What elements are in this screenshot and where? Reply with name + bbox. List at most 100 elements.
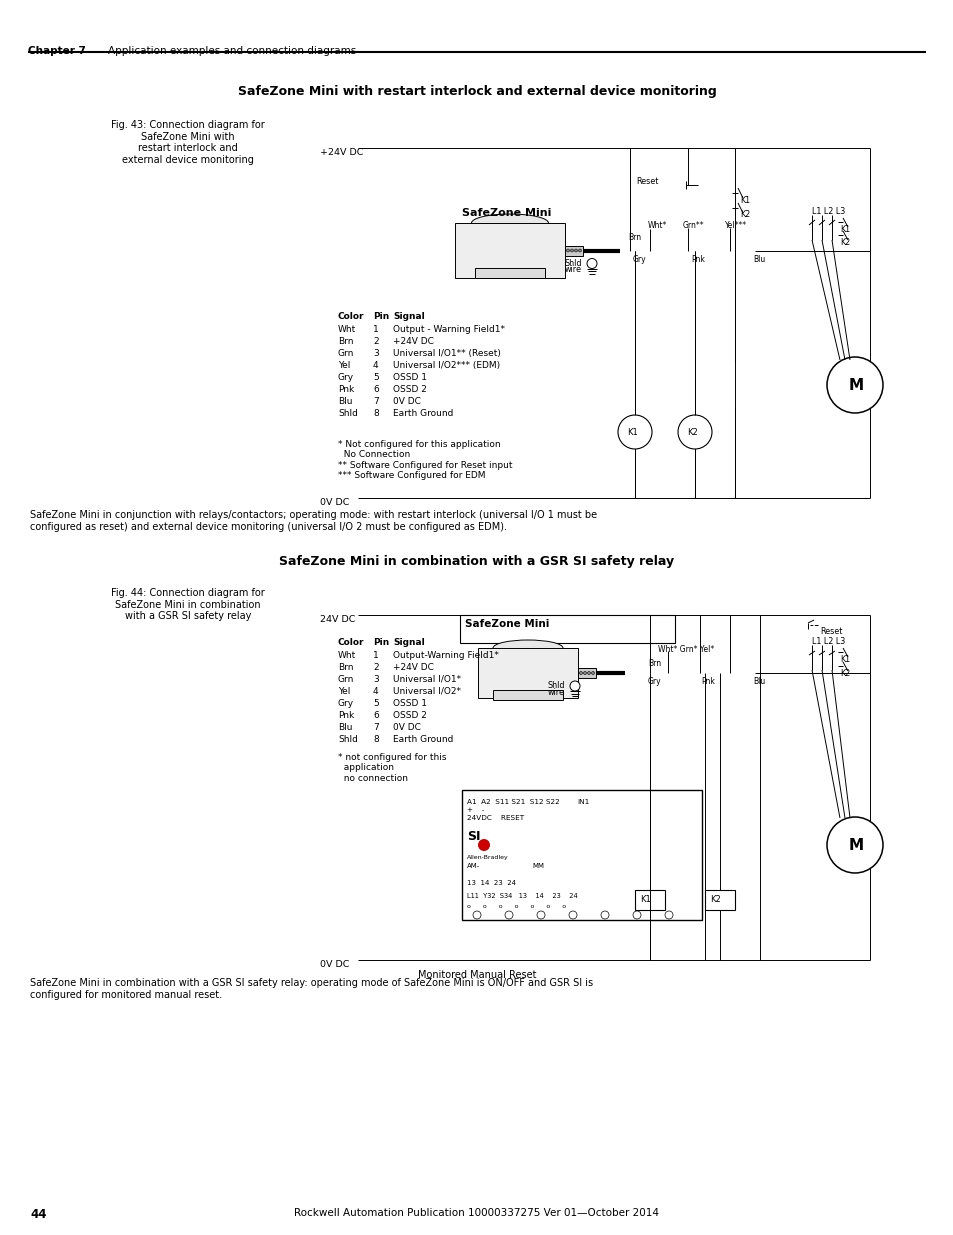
Text: Wht: Wht [337,651,355,659]
Circle shape [826,818,882,873]
Text: wire: wire [564,266,581,274]
Text: M: M [848,378,863,393]
Text: Shld: Shld [564,258,582,268]
Text: K2: K2 [840,238,849,247]
Bar [635,890,664,910]
Bar [475,268,544,278]
Text: Grn**: Grn** [682,221,704,230]
Text: Brn: Brn [337,337,354,346]
Text: L1 L2 L3: L1 L2 L3 [811,207,844,216]
Text: Universal I/O2*: Universal I/O2* [393,687,460,697]
Circle shape [578,672,582,674]
Text: Blu: Blu [337,396,352,406]
Circle shape [477,839,490,851]
Circle shape [618,415,651,450]
Text: 8: 8 [373,735,378,743]
Bar [578,668,596,678]
Circle shape [473,911,480,919]
Circle shape [664,911,672,919]
Text: Application examples and connection diagrams: Application examples and connection diag… [95,46,355,56]
Text: 44: 44 [30,1208,47,1221]
Text: Monitored Manual Reset: Monitored Manual Reset [417,969,536,981]
Ellipse shape [471,214,548,232]
Bar [461,790,701,920]
Circle shape [583,672,586,674]
Text: Universal I/O2*** (EDM): Universal I/O2*** (EDM) [393,361,499,370]
Text: Grn: Grn [337,676,354,684]
Text: Blu: Blu [752,677,764,685]
Text: Allen-Bradley: Allen-Bradley [467,855,508,860]
Text: Color: Color [337,638,364,647]
Text: Fig. 43: Connection diagram for
SafeZone Mini with
restart interlock and
externa: Fig. 43: Connection diagram for SafeZone… [111,120,265,164]
Text: Pin: Pin [373,638,389,647]
Bar [564,246,582,256]
Bar [459,615,675,643]
Text: K1: K1 [626,429,638,437]
Bar [455,224,564,278]
Text: K1: K1 [740,196,749,205]
Text: * not configured for this
  application
  no connection: * not configured for this application no… [337,753,446,783]
Text: Brn: Brn [647,659,660,668]
Text: 5: 5 [373,699,378,708]
Text: Color: Color [337,312,364,321]
Text: K1: K1 [840,655,849,664]
Text: 0V DC: 0V DC [319,498,349,508]
Text: Blu: Blu [752,254,764,263]
Text: 13  14  23  24: 13 14 23 24 [467,881,516,885]
Text: +24V DC: +24V DC [393,337,434,346]
Text: Wht* Grn* Yel*: Wht* Grn* Yel* [658,645,714,655]
Text: 1: 1 [373,651,378,659]
Text: M: M [848,839,863,853]
Text: K2: K2 [686,429,697,437]
Text: Pnk: Pnk [700,677,714,685]
Circle shape [504,911,513,919]
Text: Gry: Gry [647,677,661,685]
Text: K1: K1 [840,225,849,233]
Text: Rockwell Automation Publication 10000337275 Ver 01—October 2014: Rockwell Automation Publication 10000337… [294,1208,659,1218]
Text: 4: 4 [373,361,378,370]
Text: +24V DC: +24V DC [393,663,434,672]
Text: o      o      o      o      o      o      o: o o o o o o o [467,904,565,909]
Text: SI: SI [467,830,480,844]
Text: SafeZone Mini in combination with a GSR SI safety relay: SafeZone Mini in combination with a GSR … [279,555,674,568]
Text: Brn: Brn [627,232,640,242]
Text: Shld: Shld [547,680,565,690]
Text: Chapter 7: Chapter 7 [28,46,86,56]
Circle shape [591,672,594,674]
Text: 8: 8 [373,409,378,417]
Text: K2: K2 [709,895,720,904]
Text: Signal: Signal [393,638,424,647]
Text: Universal I/O1** (Reset): Universal I/O1** (Reset) [393,350,500,358]
Text: K2: K2 [840,669,849,678]
Text: 2: 2 [373,337,378,346]
Text: 6: 6 [373,711,378,720]
Text: SafeZone Mini in conjunction with relays/contactors; operating mode: with restar: SafeZone Mini in conjunction with relays… [30,510,597,531]
Circle shape [600,911,608,919]
Text: Universal I/O1*: Universal I/O1* [393,676,460,684]
Circle shape [569,680,579,692]
Text: 0V DC: 0V DC [319,960,349,969]
Circle shape [678,415,711,450]
Text: Reset: Reset [636,177,658,186]
Text: Pnk: Pnk [690,254,704,263]
Text: AM-: AM- [467,863,479,869]
Text: K1: K1 [639,895,650,904]
Text: OSSD 1: OSSD 1 [393,699,427,708]
Circle shape [586,258,597,268]
Text: SafeZone Mini: SafeZone Mini [461,207,551,219]
Text: Blu: Blu [337,722,352,732]
Text: Shld: Shld [337,735,357,743]
Text: SafeZone Mini: SafeZone Mini [464,619,549,629]
Text: * Not configured for this application
  No Connection
** Software Configured for: * Not configured for this application No… [337,440,512,480]
Text: Output - Warning Field1*: Output - Warning Field1* [393,325,504,333]
Text: Yel: Yel [337,361,350,370]
Text: L11  Y32  S34   13    14    23    24: L11 Y32 S34 13 14 23 24 [467,893,578,899]
Text: Grn: Grn [337,350,354,358]
Text: 3: 3 [373,676,378,684]
Text: Yel: Yel [337,687,350,697]
Text: Brn: Brn [337,663,354,672]
Circle shape [578,249,581,252]
Text: Yel***: Yel*** [724,221,746,230]
Text: A1  A2  S11 S21  S12 S22: A1 A2 S11 S21 S12 S22 [467,799,559,805]
Text: +24V DC: +24V DC [319,148,363,157]
